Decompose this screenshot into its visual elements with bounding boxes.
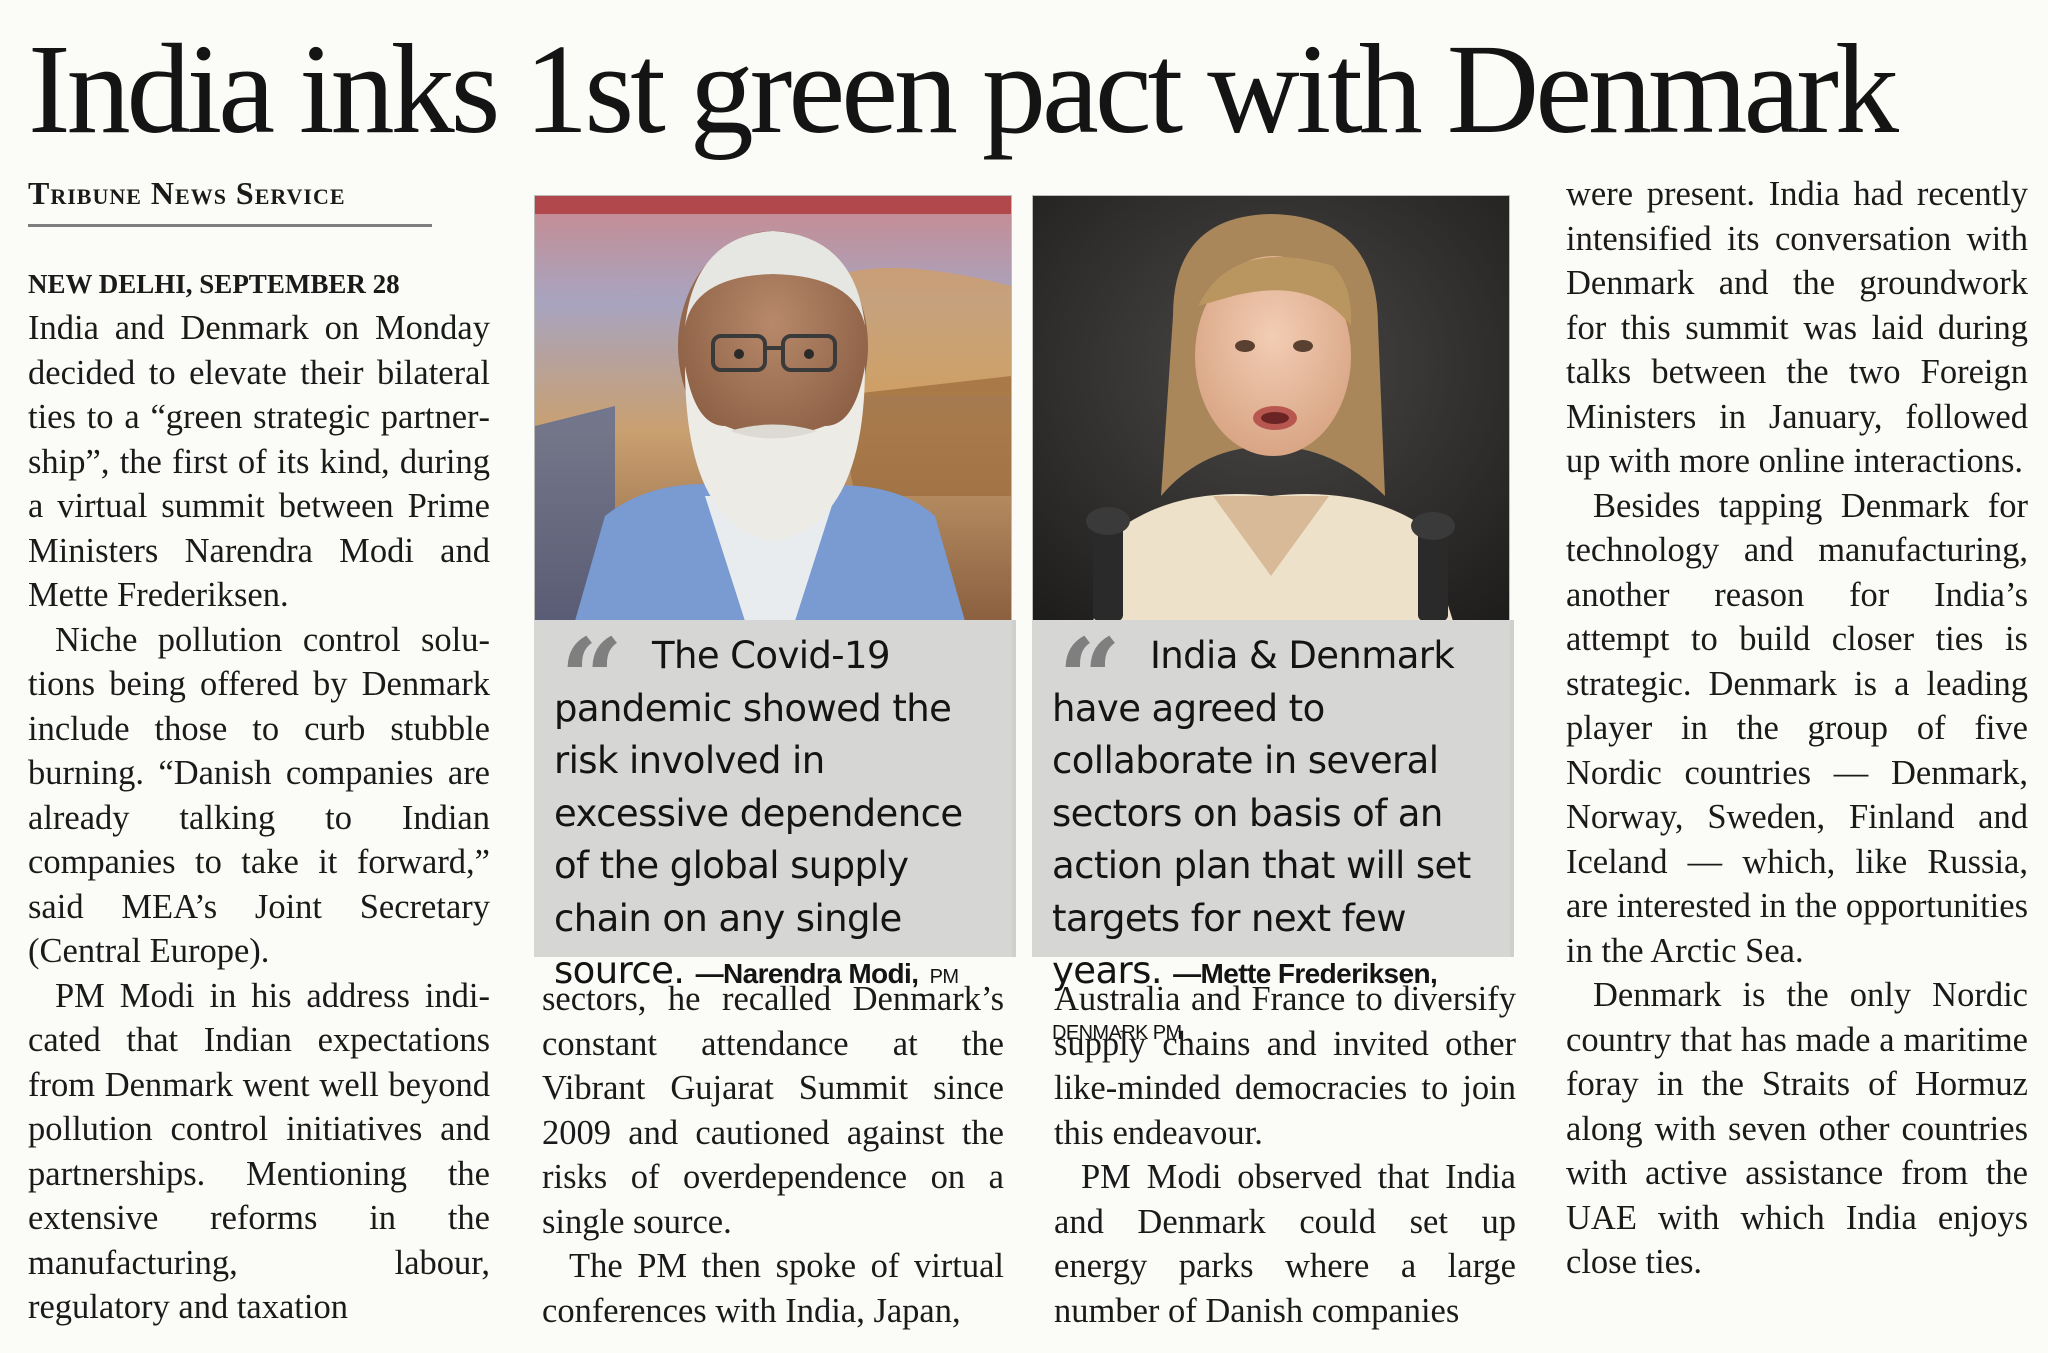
paragraph: were present. India had recently intensi…: [1566, 175, 2028, 480]
paragraph: Denmark is the only Nordic country that …: [1566, 976, 2028, 1281]
article-column-3: Australia and France to diversi­fy suppl…: [1054, 977, 1516, 1333]
dateline: NEW DELHI, SEPTEMBER 28: [28, 269, 400, 299]
quote-role: DENMARK PM: [1052, 1021, 1182, 1044]
quote-body: The Covid-19 pandemic showed the risk in…: [554, 634, 963, 992]
paragraph: Niche pollution control solu­tions being…: [28, 620, 490, 971]
quote-role: PM: [929, 966, 959, 988]
paragraph: Australia and France to diversi­fy suppl…: [1054, 980, 1516, 1152]
paragraph: The PM then spoke of virtual conferences…: [542, 1247, 1004, 1330]
byline-rule: [28, 224, 432, 227]
quote-mark-icon: “: [1058, 614, 1122, 743]
pull-quote-text: India & Denmark have agreed to collabora…: [1052, 630, 1504, 1059]
byline: Tribune News Service: [28, 175, 346, 211]
paragraph: India and Denmark on Monday decided to e…: [28, 309, 490, 614]
article-column-1: India and Denmark on Monday decided to e…: [28, 306, 490, 1330]
photo-mette-frederiksen: [1032, 195, 1510, 622]
modi-portrait-illustration: [535, 196, 1011, 621]
pull-quote-frederiksen: “ India & Denmark have agreed to collabo…: [1032, 614, 1514, 1044]
article-column-4: were present. India had recently intensi…: [1566, 172, 2028, 1285]
quote-attribution: —Narendra Modi,: [695, 958, 919, 989]
pull-quote-text: The Covid-19 pandemic showed the risk in…: [554, 630, 1006, 1004]
paragraph: PM Modi in his address indi­cated that I…: [28, 976, 490, 1327]
paragraph: PM Modi observed that India and Denmark …: [1054, 1158, 1516, 1330]
quote-body: India & Denmark have agreed to collabora…: [1052, 634, 1471, 992]
quote-mark-icon: “: [560, 614, 624, 743]
article-column-2: sectors, he recalled Den­mark’s constant…: [542, 977, 1004, 1333]
frederiksen-portrait-illustration: [1033, 196, 1509, 621]
paragraph: sectors, he recalled Den­mark’s constant…: [542, 980, 1004, 1241]
quote-attribution: —Mette Frederiksen,: [1173, 958, 1438, 989]
pull-quote-modi: “ The Covid-19 pandemic showed the risk …: [534, 614, 1016, 992]
headline: India inks 1st green pact with Denmark: [28, 18, 1899, 160]
photo-narendra-modi: [534, 195, 1012, 622]
paragraph: Besides tapping Denmark for technology a…: [1566, 486, 2028, 970]
